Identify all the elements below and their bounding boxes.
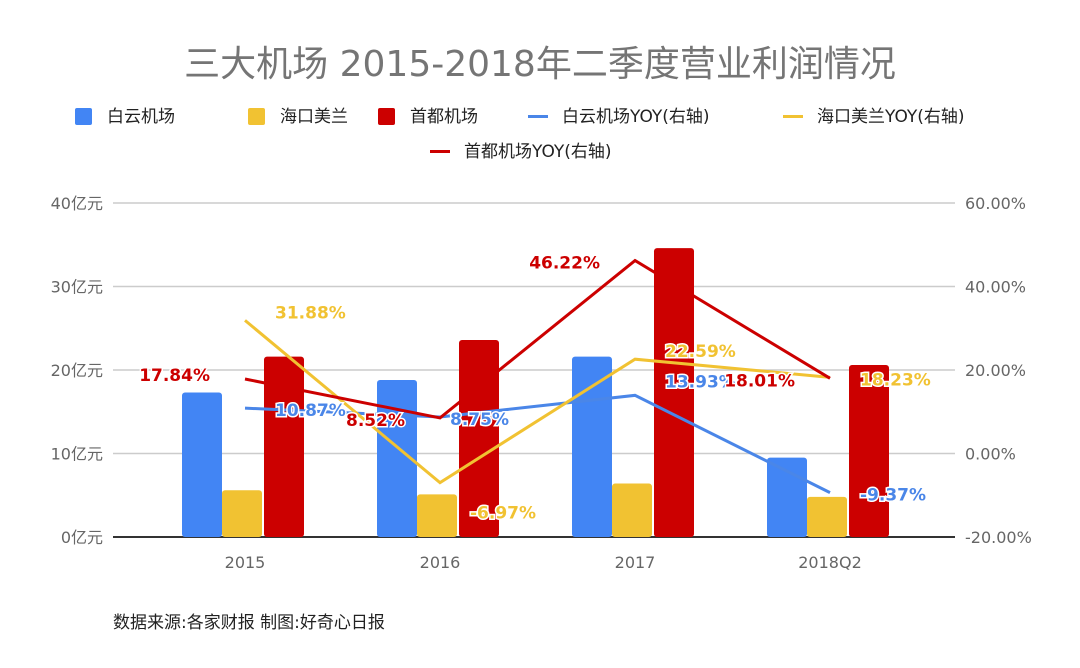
data-label: -9.37% <box>860 486 926 506</box>
data-label: 18.01% <box>724 371 795 391</box>
x-tick-label: 2017 <box>615 553 656 572</box>
bar-首都机场 <box>654 248 694 537</box>
bar-首都机场 <box>264 356 304 537</box>
data-label: 13.93% <box>665 372 736 392</box>
data-label: 22.59% <box>665 342 736 362</box>
bar-海口美兰 <box>417 494 457 537</box>
line-白云机场YOY(右轴) <box>244 393 831 494</box>
line-海口美兰YOY(右轴) <box>244 319 831 485</box>
legend-label: 首都机场YOY(右轴) <box>464 142 612 162</box>
left-tick-label: 20亿元 <box>51 361 103 380</box>
legend-line-swatch <box>783 115 803 118</box>
x-tick-label: 2018Q2 <box>798 553 862 572</box>
right-tick-label: 20.00% <box>965 361 1026 380</box>
bar-白云机场 <box>572 356 612 537</box>
data-label: 46.22% <box>529 254 600 274</box>
right-tick-label: 40.00% <box>965 278 1026 297</box>
legend-swatch <box>75 108 92 125</box>
data-label: 17.84% <box>139 366 210 386</box>
data-label: 8.52% <box>346 411 405 431</box>
line-首都机场YOY(右轴) <box>244 258 831 420</box>
chart-title: 三大机场 2015-2018年二季度营业利润情况 <box>184 44 896 85</box>
legend-label: 白云机场YOY(右轴) <box>562 107 710 127</box>
data-label: -6.97% <box>470 504 536 524</box>
bar-首都机场 <box>849 364 889 537</box>
x-tick-label: 2016 <box>420 553 461 572</box>
data-label: 10.87% <box>275 401 346 421</box>
right-tick-label: -20.00% <box>965 528 1032 547</box>
legend-swatch <box>248 108 265 125</box>
data-label: 18.23% <box>860 370 931 390</box>
legend-swatch <box>378 108 395 125</box>
legend-line-swatch <box>430 150 450 153</box>
left-tick-label: 0亿元 <box>61 528 103 547</box>
legend-line-swatch <box>528 115 548 118</box>
legend-label: 海口美兰 <box>280 107 348 127</box>
data-label: 31.88% <box>275 303 346 323</box>
legend-label: 白云机场 <box>107 107 175 127</box>
bar-海口美兰 <box>222 490 262 537</box>
footnote: 数据来源:各家财报 制图:好奇心日报 <box>113 613 385 633</box>
legend-label: 首都机场 <box>410 107 478 127</box>
bar-首都机场 <box>459 339 499 537</box>
left-tick-label: 30亿元 <box>51 278 103 297</box>
left-tick-label: 10亿元 <box>51 445 103 464</box>
left-tick-label: 40亿元 <box>51 194 103 213</box>
x-tick-label: 2015 <box>225 553 266 572</box>
legend-label: 海口美兰YOY(右轴) <box>817 107 965 127</box>
bar-海口美兰 <box>807 496 847 537</box>
right-tick-label: 60.00% <box>965 194 1026 213</box>
bar-白云机场 <box>377 380 417 537</box>
right-tick-label: 0.00% <box>965 445 1016 464</box>
bar-海口美兰 <box>612 483 652 537</box>
bar-白云机场 <box>182 392 222 537</box>
data-label: 8.75% <box>450 410 509 430</box>
